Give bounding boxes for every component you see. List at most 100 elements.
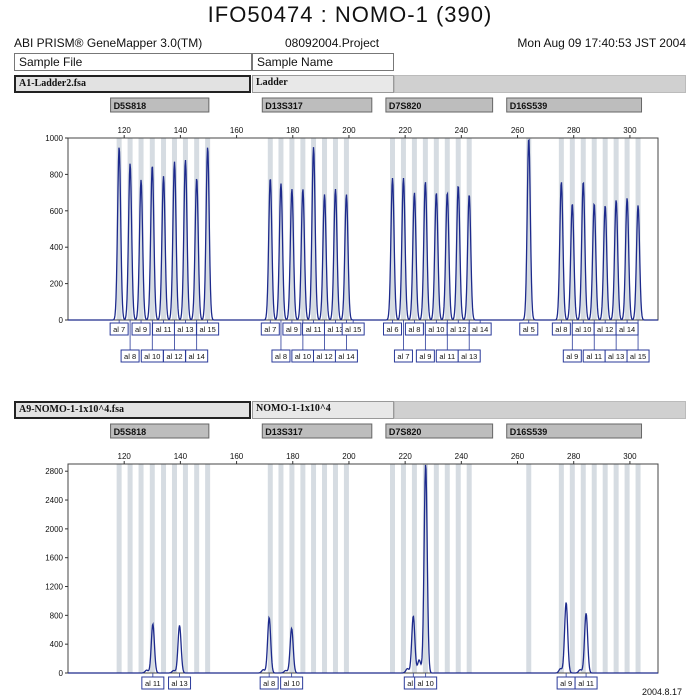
marker-bar-d7s820 — [385, 97, 494, 113]
page-title: IFO50474 : NOMO-1 (390) — [207, 2, 493, 27]
allele-box — [404, 322, 424, 336]
allele-box — [403, 676, 423, 690]
x-tick-label: 280 — [567, 126, 581, 135]
allele-box — [109, 322, 129, 336]
panel2-sample-name: NOMO-1-1x10^4 — [252, 401, 394, 419]
x-tick-label: 300 — [623, 126, 637, 135]
bin-shade — [194, 464, 200, 673]
allele-box — [551, 322, 571, 336]
allele-box — [582, 349, 606, 363]
bin-shade — [390, 138, 395, 320]
bin-shade — [466, 464, 472, 673]
allele-box — [574, 676, 598, 690]
bin-shade — [591, 138, 597, 320]
bin-shade — [332, 464, 338, 673]
allele-box — [302, 322, 326, 336]
allele-box — [593, 322, 617, 336]
allele-label: al 8 — [555, 325, 567, 334]
bin-shade — [332, 138, 338, 320]
bin-shade — [343, 464, 349, 673]
allele-label: al 9 — [286, 325, 298, 334]
bin-shade — [455, 138, 461, 320]
y-tick-label: 800 — [50, 611, 64, 620]
bin-shade — [411, 138, 417, 320]
allele-box — [571, 322, 595, 336]
x-tick-label: 280 — [567, 452, 581, 461]
bin-shade — [613, 464, 619, 673]
bin-shade — [161, 464, 167, 673]
allele-box — [435, 349, 459, 363]
panel2-sample-file[interactable]: A9-NOMO-1-1x10^4.fsa — [14, 401, 251, 419]
allele-box — [468, 322, 492, 336]
bin-shade — [400, 138, 406, 320]
allele-label: al 15 — [200, 325, 216, 334]
allele-box — [415, 349, 435, 363]
allele-label: al 13 — [461, 352, 477, 361]
y-tick-label: 1000 — [45, 134, 63, 143]
sample-name-header: Sample Name — [252, 53, 394, 71]
allele-label: al 14 — [189, 352, 205, 361]
bin-shade — [613, 138, 619, 320]
bin-shade — [149, 464, 155, 673]
bin-shade — [289, 464, 295, 673]
allele-label: al 11 — [439, 352, 455, 361]
allele-label: al 10 — [428, 325, 444, 334]
bin-shade — [526, 464, 532, 673]
sample-file-header: Sample File — [14, 53, 252, 71]
bin-shade — [267, 138, 273, 320]
x-tick-label: 260 — [511, 126, 525, 135]
allele-label: al 10 — [295, 352, 311, 361]
allele-box — [383, 322, 402, 336]
x-tick-label: 160 — [230, 126, 244, 135]
allele-box — [196, 322, 220, 336]
bin-shade — [390, 464, 395, 673]
run-datetime: Mon Aug 09 17:40:53 JST 2004 — [517, 36, 686, 50]
allele-box — [323, 322, 347, 336]
allele-box — [282, 322, 302, 336]
allele-label: al 14 — [338, 352, 354, 361]
bin-shade — [526, 138, 532, 320]
panel1-sample-file[interactable]: A1-Ladder2.fsa — [14, 75, 251, 93]
y-tick-label: 1200 — [45, 583, 63, 592]
allele-label: al 13 — [608, 352, 624, 361]
allele-label: al 12 — [597, 325, 613, 334]
allele-label: al 8 — [407, 679, 419, 688]
allele-label: al 15 — [630, 352, 646, 361]
allele-box — [168, 676, 192, 690]
bin-shade — [455, 464, 461, 673]
allele-box — [131, 322, 151, 336]
bin-shade — [194, 138, 200, 320]
marker-bar-d16s539 — [506, 423, 643, 439]
app-name: ABI PRISM® GeneMapper 3.0(TM) — [14, 36, 203, 50]
allele-label: al 6 — [386, 325, 398, 334]
marker-label: D16S539 — [510, 101, 548, 111]
bin-shade — [289, 138, 295, 320]
allele-box — [414, 676, 438, 690]
allele-box — [185, 349, 209, 363]
bin-shade — [311, 464, 317, 673]
marker-label: D13S317 — [265, 101, 303, 111]
bin-shade — [624, 464, 630, 673]
allele-box — [341, 322, 365, 336]
marker-label: D5S818 — [114, 427, 147, 437]
panel2-header-bar — [394, 401, 686, 419]
bin-shade — [444, 464, 450, 673]
bin-shade — [171, 138, 177, 320]
x-tick-label: 120 — [118, 452, 132, 461]
plot-frame — [67, 137, 659, 321]
allele-label: al 13 — [177, 325, 193, 334]
allele-box — [615, 322, 639, 336]
x-tick-label: 240 — [455, 452, 469, 461]
allele-box — [291, 349, 315, 363]
bin-shade — [116, 138, 122, 320]
allele-label: al 14 — [472, 325, 488, 334]
panel1-header-bar — [394, 75, 686, 93]
allele-box — [334, 349, 358, 363]
marker-label: D13S317 — [265, 427, 303, 437]
allele-label: al 9 — [566, 352, 578, 361]
allele-box — [152, 322, 176, 336]
allele-box — [457, 349, 481, 363]
bin-shade — [558, 464, 564, 673]
bin-shade — [635, 138, 641, 320]
y-tick-label: 2000 — [45, 525, 63, 534]
